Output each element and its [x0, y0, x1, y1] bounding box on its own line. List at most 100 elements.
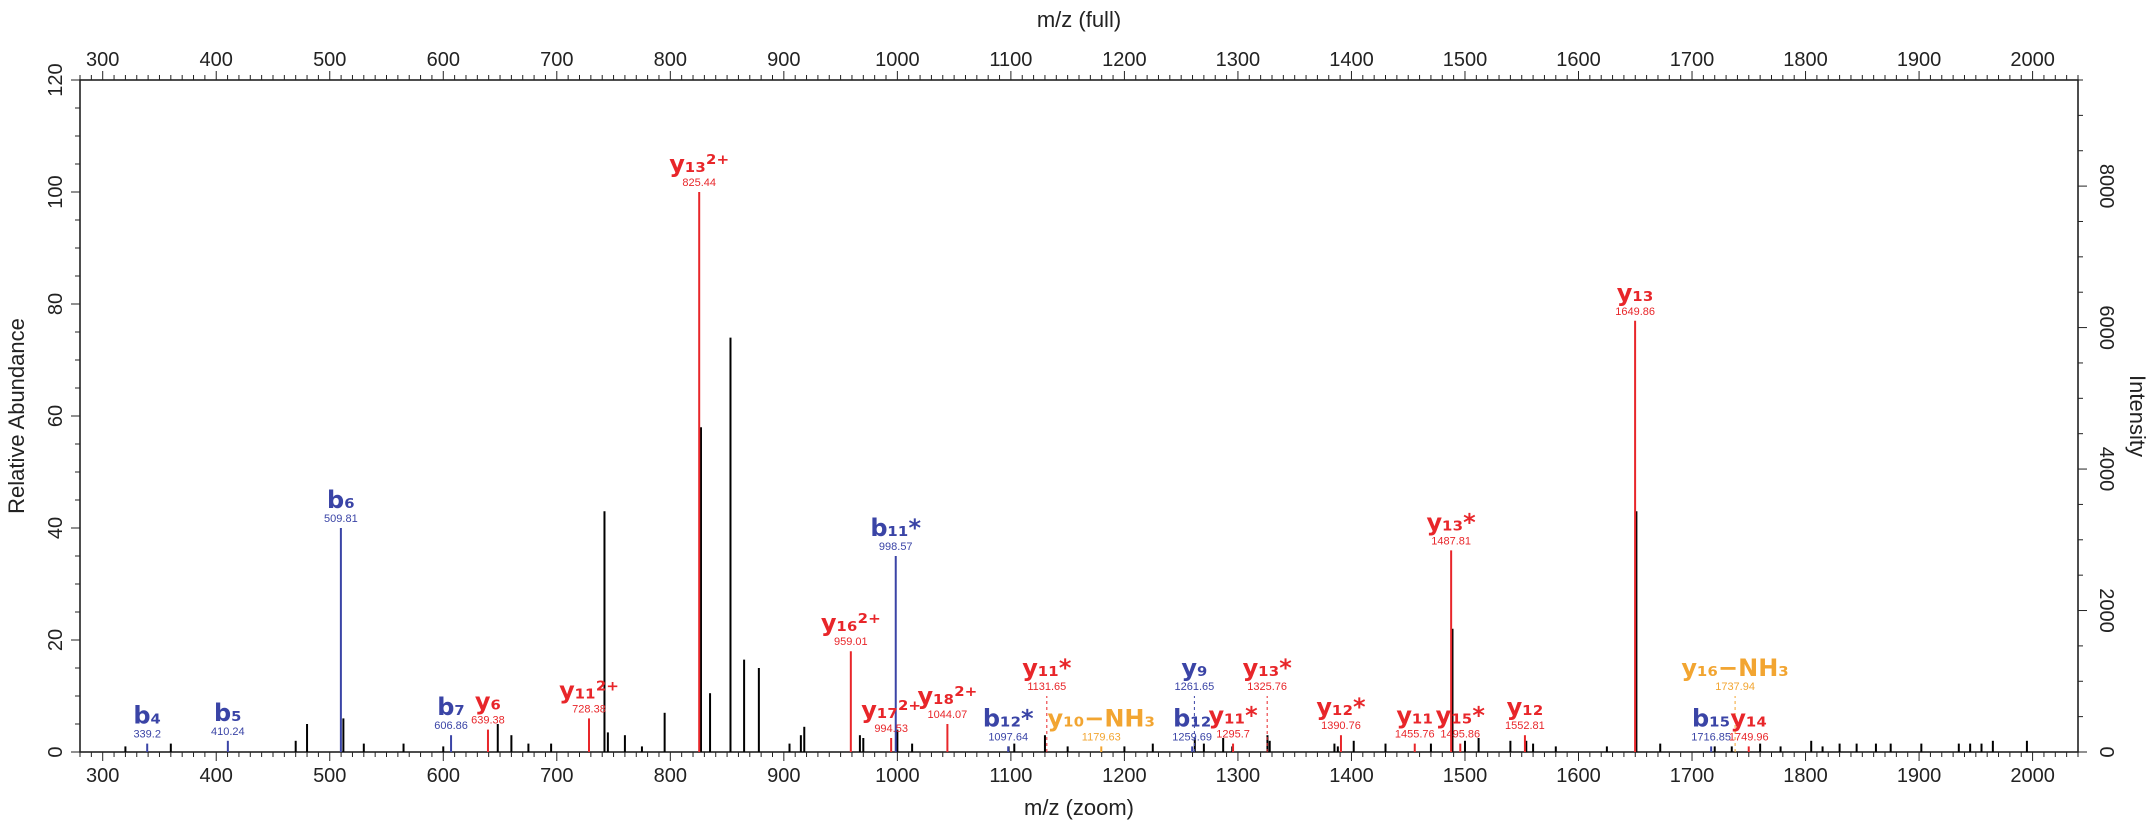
peak-mz-label: 1259.69: [1172, 731, 1212, 743]
peak-mz-label: 825.44: [682, 177, 716, 189]
left-tick-label: 0: [45, 746, 67, 757]
peak-mz-label: 1737.94: [1715, 681, 1755, 693]
right-tick-label: 4000: [2095, 447, 2117, 492]
peak-mz-label: 998.57: [879, 541, 913, 553]
bottom-tick-label: 1000: [875, 765, 920, 787]
peak-ion-label: y₁₀−NH₃: [1048, 704, 1155, 732]
peak-ion-label: y₁₈²⁺: [917, 682, 977, 710]
peak-mz-label: 1044.07: [928, 709, 968, 721]
peak-ion-label: y₁₃*: [1243, 654, 1293, 682]
left-tick-label: 100: [45, 175, 67, 208]
bottom-tick-label: 2000: [2010, 765, 2055, 787]
peak-ion-label: y₁₁*: [1022, 654, 1072, 682]
peak-ion-label: y₁₃*: [1427, 508, 1477, 536]
peak-mz-label: 606.86: [434, 720, 468, 732]
bottom-tick-label: 300: [86, 765, 119, 787]
peak-ion-label: b₁₁*: [870, 514, 921, 542]
peak-mz-label: 1097.64: [988, 731, 1028, 743]
peak-mz-label: 1131.65: [1027, 681, 1066, 693]
bottom-tick-label: 1300: [1216, 765, 1261, 787]
bottom-tick-label: 1600: [1556, 765, 1601, 787]
top-tick-label: 1900: [1897, 49, 1942, 71]
bottom-tick-label: 1700: [1670, 765, 1715, 787]
peak-ion-label: b₁₂*: [983, 704, 1034, 732]
left-axis-ticks: 0 20 40 60 80 100 120: [45, 63, 80, 758]
peak-ion-label: y₉: [1181, 654, 1207, 682]
peak-ion-label: b₄: [133, 702, 161, 730]
peak-mz-label: 959.01: [834, 636, 868, 648]
peak-mz-label: 1455.76: [1395, 729, 1435, 741]
peak-mz-label: 1295.7: [1216, 729, 1250, 741]
peak-mz-label: 339.2: [133, 729, 161, 741]
bottom-tick-label: 900: [767, 765, 800, 787]
top-tick-label: 1400: [1329, 49, 1374, 71]
top-tick-label: 700: [540, 49, 573, 71]
top-tick-label: 1600: [1556, 49, 1601, 71]
peak-ion-label: y₁₁²⁺: [559, 676, 619, 704]
peak-mz-label: 1261.65: [1175, 681, 1215, 693]
top-tick-label: 1800: [1783, 49, 1828, 71]
peak-ion-label: b₁₂: [1173, 704, 1211, 732]
top-tick-label: 1200: [1102, 49, 1147, 71]
peak-mz-label: 1325.76: [1247, 681, 1287, 693]
left-tick-label: 40: [45, 517, 67, 539]
right-tick-label: 0: [2095, 746, 2117, 757]
bottom-tick-label: 800: [654, 765, 687, 787]
top-tick-label: 400: [200, 49, 233, 71]
peak-mz-label: 1179.63: [1082, 731, 1121, 743]
right-tick-label: 2000: [2095, 588, 2117, 633]
left-tick-label: 20: [45, 629, 67, 651]
top-tick-label: 300: [86, 49, 119, 71]
peak-ion-label: y₁₂: [1507, 693, 1544, 721]
top-axis-title: m/z (full): [1037, 7, 1121, 32]
bottom-tick-label: 500: [313, 765, 346, 787]
left-axis-title: Relative Abundance: [4, 318, 29, 514]
bottom-tick-label: 1900: [1897, 765, 1942, 787]
peak-mz-label: 509.81: [324, 513, 358, 525]
left-tick-label: 80: [45, 293, 67, 315]
bottom-tick-label: 1800: [1783, 765, 1828, 787]
left-tick-label: 60: [45, 405, 67, 427]
top-tick-label: 600: [427, 49, 460, 71]
peak-ion-label: b₇: [437, 693, 465, 721]
spectrum-peaks: [124, 192, 2028, 752]
peak-mz-label: 994.53: [874, 723, 908, 735]
left-tick-label: 120: [45, 63, 67, 96]
peak-mz-label: 728.38: [572, 703, 606, 715]
peak-ion-label: y₁₁*: [1208, 702, 1258, 730]
bottom-axis-title: m/z (zoom): [1024, 795, 1134, 820]
peak-ion-label: y₁₁: [1396, 702, 1433, 730]
top-axis-ticks: 300 400 500 600 700 800 900 1000 1100 1200 1300 140…: [79, 49, 2079, 80]
bottom-tick-label: 1200: [1102, 765, 1147, 787]
top-tick-label: 1700: [1670, 49, 1715, 71]
right-tick-label: 8000: [2095, 164, 2117, 209]
top-tick-label: 1100: [989, 49, 1032, 71]
bottom-tick-label: 1100: [989, 765, 1032, 787]
top-tick-label: 1300: [1216, 49, 1261, 71]
bottom-tick-label: 1400: [1329, 765, 1374, 787]
peak-mz-label: 1749.96: [1729, 731, 1769, 743]
peak-ion-label: y₆: [475, 688, 501, 716]
top-tick-label: 1000: [875, 49, 920, 71]
peak-ion-label: y₁₂*: [1316, 693, 1366, 721]
peak-ion-label: y₁₃²⁺: [669, 150, 729, 178]
right-tick-label: 6000: [2095, 305, 2117, 350]
right-axis-ticks: 0 2000 4000 6000 8000: [2078, 79, 2117, 758]
peak-mz-label: 1649.86: [1615, 306, 1655, 318]
peak-mz-label: 1716.85: [1691, 731, 1731, 743]
peak-mz-label: 1495.86: [1440, 729, 1480, 741]
peak-mz-label: 1487.81: [1431, 535, 1471, 547]
peak-ion-label: y₁₅*: [1436, 702, 1486, 730]
top-tick-label: 900: [767, 49, 800, 71]
peak-ion-label: b₆: [327, 486, 355, 514]
top-tick-label: 2000: [2010, 49, 2055, 71]
peak-mz-label: 410.24: [211, 726, 245, 738]
peak-ion-label: b₁₅: [1692, 704, 1730, 732]
peak-ion-label: b₅: [214, 699, 242, 727]
top-tick-label: 500: [313, 49, 346, 71]
peak-mz-label: 1552.81: [1505, 720, 1545, 732]
peak-ion-label: y₁₇²⁺: [861, 696, 921, 724]
right-axis-title: Intensity: [2125, 375, 2149, 457]
plot-frame: [79, 79, 2079, 753]
